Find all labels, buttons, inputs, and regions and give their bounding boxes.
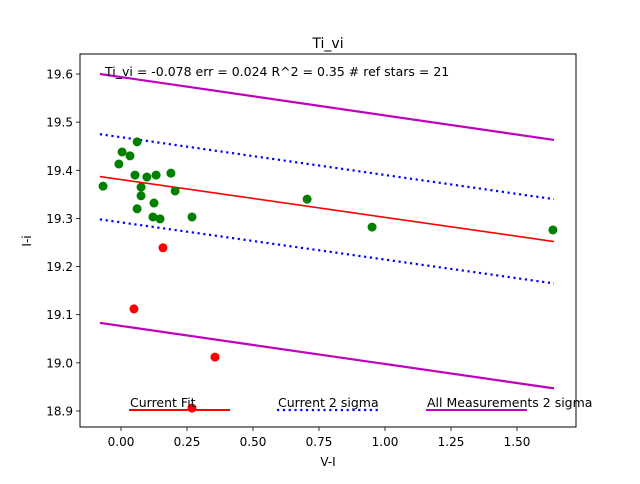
- x-axis-label: V-I: [320, 455, 335, 469]
- x-tick-label: 1.25: [438, 435, 465, 449]
- y-tick-label: 19.5: [46, 116, 73, 130]
- y-tick-label: 19.6: [46, 68, 73, 82]
- x-tick-label: 0.50: [240, 435, 267, 449]
- y-tick-label: 19.0: [46, 356, 73, 370]
- fit-annotation: Ti_vi = -0.078 err = 0.024 R^2 = 0.35 # …: [104, 64, 449, 79]
- y-tick-label: 19.4: [46, 164, 73, 178]
- data-point: [170, 186, 180, 196]
- y-tick-label: 18.9: [46, 404, 73, 418]
- axes-frame: [79, 53, 577, 428]
- rejected-point: [158, 243, 168, 253]
- x-tick-label: 0.75: [306, 435, 333, 449]
- data-point: [367, 222, 377, 232]
- data-point: [155, 214, 165, 224]
- series-points: [98, 137, 558, 413]
- data-point: [149, 198, 159, 208]
- y-axis: 18.9 19.0 19.1 19.2 19.3 19.4 19.5 19.6: [46, 68, 80, 418]
- x-tick-label: 0.00: [108, 435, 135, 449]
- legend-label: All Measurements 2 sigma: [427, 395, 592, 410]
- data-point: [125, 151, 135, 161]
- legend-label: Current 2 sigma: [278, 395, 379, 410]
- x-tick-label: 0.25: [174, 435, 201, 449]
- x-tick-label: 1.50: [504, 435, 531, 449]
- data-point: [132, 137, 142, 147]
- series-line-all-measurements-2-sigma-upper: [99, 72, 555, 142]
- y-tick-label: 19.3: [46, 212, 73, 226]
- data-point: [302, 194, 312, 204]
- x-tick-label: 1.00: [372, 435, 399, 449]
- data-point: [548, 225, 558, 235]
- data-point: [136, 191, 146, 201]
- rejected-point: [210, 352, 220, 362]
- data-point: [114, 159, 124, 169]
- data-point: [117, 147, 127, 157]
- data-point: [187, 212, 197, 222]
- series-line-current-2-sigma-lower: [99, 218, 555, 285]
- data-point: [98, 181, 108, 191]
- y-tick-label: 19.2: [46, 260, 73, 274]
- legend-label: Current Fit: [130, 395, 196, 410]
- series-line-all-measurements-2-sigma-lower: [99, 321, 555, 390]
- legend: Current Fit Current 2 sigma All Measuremen…: [129, 395, 592, 412]
- series-line-current-2-sigma-upper: [99, 133, 555, 201]
- data-point: [151, 170, 161, 180]
- data-point: [130, 170, 140, 180]
- chart-title: Ti_vi: [311, 36, 343, 52]
- y-tick-label: 19.1: [46, 308, 73, 322]
- rejected-point: [129, 304, 139, 314]
- data-point: [136, 182, 146, 192]
- data-point: [132, 204, 142, 214]
- x-axis: 0.00 0.25 0.50 0.75 1.00 1.25 1.50: [108, 427, 531, 449]
- y-axis-label: I-i: [20, 235, 34, 246]
- data-point: [166, 168, 176, 178]
- data-point: [142, 172, 152, 182]
- data-point: [148, 212, 158, 222]
